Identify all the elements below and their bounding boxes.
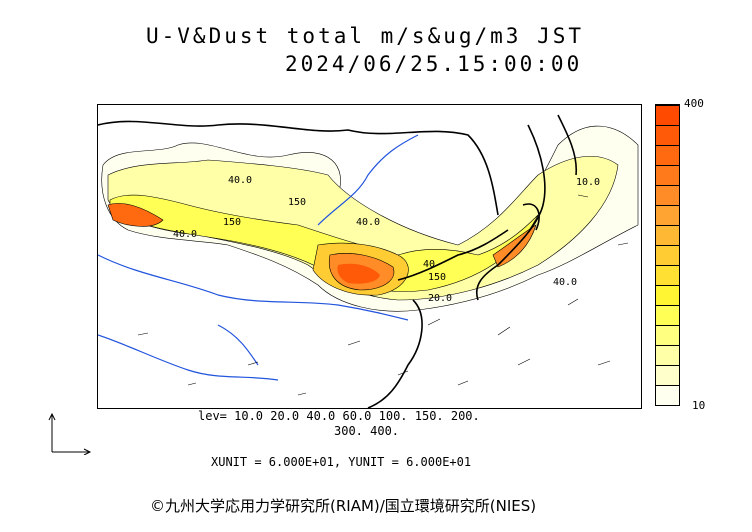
copyright: ©九州大学応用力学研究所(RIAM)/国立環境研究所(NIES) bbox=[150, 497, 537, 515]
contour-label: 150 bbox=[288, 197, 306, 208]
levels-line1: lev= 10.0 20.0 40.0 60.0 100. 150. 200. bbox=[198, 409, 480, 423]
colorbar-segment bbox=[656, 205, 679, 225]
colorbar-segment bbox=[656, 145, 679, 165]
contour-label: 40.0 bbox=[356, 217, 380, 228]
colorbar-segment bbox=[656, 325, 679, 345]
wind-vectors bbox=[137, 194, 629, 396]
colorbar-min-label: 10 bbox=[692, 399, 706, 412]
contour-label: 20.0 bbox=[428, 293, 452, 304]
dust-map: 40.0 40.0 150 150 40.0 40 20.0 150 40.0 … bbox=[97, 104, 642, 409]
colorbar-segment bbox=[656, 105, 679, 125]
map-title: U-V&Dust total m/s&ug/m3 JST bbox=[146, 24, 585, 48]
colorbar-segment bbox=[656, 345, 679, 365]
colorbar bbox=[655, 104, 680, 406]
colorbar-segment bbox=[656, 285, 679, 305]
contour-label: 150 bbox=[428, 272, 446, 283]
contour-label: 40.0 bbox=[228, 175, 252, 186]
dust-area-west bbox=[107, 203, 164, 227]
colorbar-segment bbox=[656, 125, 679, 145]
colorbar-segment bbox=[656, 265, 679, 285]
colorbar-segment bbox=[656, 225, 679, 245]
colorbar-segment bbox=[656, 365, 679, 385]
rivers bbox=[98, 134, 419, 381]
contour-label: 10.0 bbox=[576, 177, 600, 188]
colorbar-segment bbox=[656, 305, 679, 325]
units-label: XUNIT = 6.000E+01, YUNIT = 6.000E+01 bbox=[211, 455, 472, 469]
colorbar-max-label: 400 bbox=[684, 97, 704, 110]
colorbar-segment bbox=[656, 185, 679, 205]
levels-line2: 300. 400. bbox=[334, 424, 400, 438]
dust-plume-layer bbox=[101, 125, 639, 312]
dust-area-300 bbox=[337, 263, 380, 284]
coastlines bbox=[98, 114, 578, 408]
contour-labels: 40.0 40.0 150 150 40.0 40 20.0 150 40.0 … bbox=[173, 175, 600, 304]
contour-label: 40.0 bbox=[173, 229, 197, 240]
map-canvas: 40.0 40.0 150 150 40.0 40 20.0 150 40.0 … bbox=[98, 114, 639, 408]
map-timestamp: 2024/06/25.15:00:00 bbox=[285, 52, 583, 76]
contour-label: 150 bbox=[223, 217, 241, 228]
colorbar-segment bbox=[656, 245, 679, 265]
axes-indicator-icon bbox=[48, 412, 92, 455]
colorbar-segment bbox=[656, 165, 679, 185]
contour-label: 40.0 bbox=[553, 277, 577, 288]
colorbar-segment bbox=[656, 385, 679, 405]
contour-label: 40 bbox=[423, 259, 435, 270]
